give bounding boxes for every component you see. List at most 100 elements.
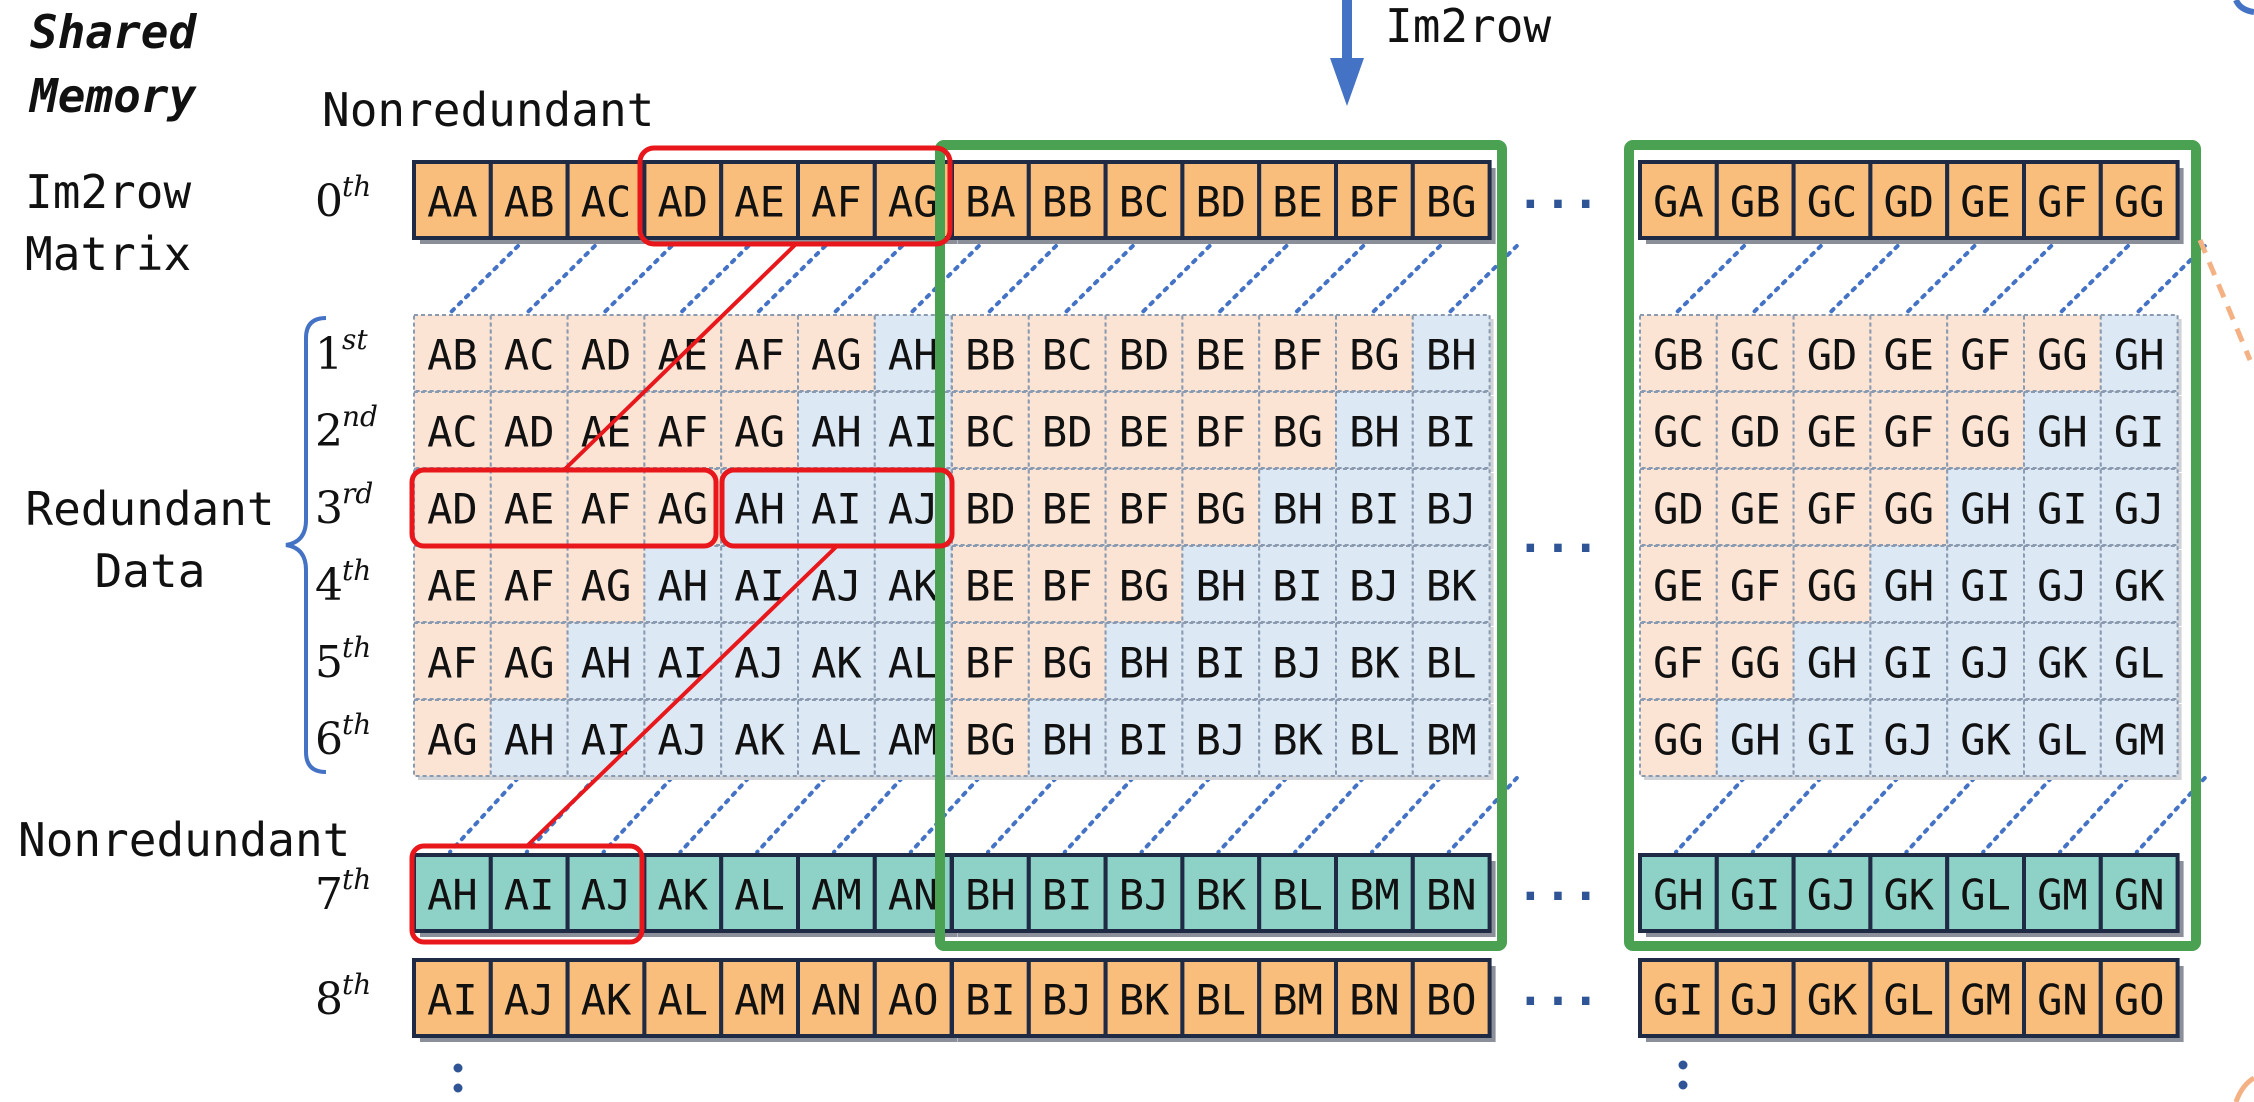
dotted-connector — [908, 244, 981, 315]
matrix-cell-label: AG — [734, 408, 785, 457]
blue-arc-top-right — [2233, 0, 2254, 15]
dotted-connector — [1981, 776, 2054, 854]
matrix-cell — [1027, 391, 1107, 469]
matrix-cell — [1638, 958, 1719, 1038]
matrix-cell — [720, 468, 800, 546]
matrix-cell-label: AJ — [581, 871, 632, 920]
row-ordinal: 3 — [315, 483, 343, 534]
matrix-cell-label: AC — [504, 331, 555, 380]
dotted-connector — [2134, 776, 2207, 854]
green-block-outline-g — [1624, 140, 2201, 951]
matrix-cell-label: BE — [1272, 178, 1323, 227]
matrix-cell-label: GF — [1960, 331, 2011, 380]
matrix-cell-label: GM — [2114, 716, 2165, 765]
matrix-cell-label: AF — [811, 178, 862, 227]
matrix-cell — [1335, 699, 1414, 777]
row-ordinal-suffix: th — [342, 968, 371, 1001]
dotted-connector — [755, 244, 828, 315]
dotted-connector — [1216, 776, 1289, 854]
ellipsis-row8: ... — [1516, 962, 1599, 1016]
nonredundant-top-label: Nonredundant — [322, 83, 654, 137]
dotted-connector — [1293, 244, 1366, 315]
im2row-arrow-head — [1330, 58, 1364, 106]
red-connector-row0-to-row3 — [562, 242, 798, 472]
matrix-cell-label: BH — [1349, 408, 1400, 457]
matrix-cell-label: AI — [427, 976, 478, 1025]
dashed-orange-arc — [2197, 239, 2253, 361]
matrix-cell-label: GK — [2114, 562, 2165, 611]
matrix-cell-label: AJ — [734, 639, 785, 688]
matrix-cell-label: AG — [888, 178, 939, 227]
matrix-cell — [1714, 958, 1796, 1038]
matrix-cell-label: GH — [1653, 871, 1704, 920]
matrix-cell-label: GD — [1884, 178, 1935, 227]
matrix-cell — [1103, 160, 1185, 240]
matrix-cell — [1411, 314, 1491, 392]
matrix-cell-label: BH — [1196, 562, 1247, 611]
dotted-connector — [678, 776, 751, 854]
matrix-cell-label: AD — [581, 331, 632, 380]
matrix-cell — [2098, 958, 2180, 1038]
matrix-cell — [1104, 622, 1184, 700]
matrix-cell-label: BI — [1119, 716, 1170, 765]
matrix-cell-label: GJ — [1807, 871, 1858, 920]
matrix-cell-label: AL — [811, 716, 862, 765]
matrix-cell — [642, 958, 724, 1038]
matrix-cell-label: BH — [1426, 331, 1477, 380]
matrix-cell-label: GL — [2037, 716, 2088, 765]
row-ordinal-suffix: th — [342, 708, 371, 741]
matrix-cell-label: AL — [658, 976, 709, 1025]
matrix-cell — [566, 314, 646, 392]
matrix-cell-label: AF — [427, 639, 478, 688]
matrix-cell-label: GB — [1730, 178, 1781, 227]
matrix-cell-label: GG — [2037, 331, 2088, 380]
matrix-cell — [1715, 699, 1795, 777]
dotted-connector — [678, 244, 751, 315]
dotted-connector — [1370, 244, 1442, 315]
matrix-cell-label: AF — [658, 408, 709, 457]
matrix-cell — [796, 160, 877, 240]
matrix-cell — [1715, 391, 1795, 469]
matrix-cell — [1639, 391, 1718, 469]
matrix-cell-label: BE — [1196, 331, 1247, 380]
matrix-cell-label: AB — [427, 331, 478, 380]
vertical-continuation-dots-left — [453, 1063, 463, 1093]
matrix-cell-label: GH — [2114, 331, 2165, 380]
row-ordinal: 1 — [315, 329, 343, 380]
matrix-cell-label: BJ — [1042, 976, 1093, 1025]
row-ordinal-suffix: st — [342, 323, 368, 356]
row-ordinal-suffix: th — [342, 170, 371, 203]
matrix-cell-label: GH — [1884, 562, 1935, 611]
matrix-cell-label: AH — [888, 331, 939, 380]
matrix-cell-label: BF — [1272, 331, 1323, 380]
matrix-cell — [2023, 468, 2102, 546]
matrix-cell — [1715, 545, 1795, 623]
matrix-cell — [1639, 314, 1718, 392]
matrix-cell-label: BJ — [1196, 716, 1247, 765]
matrix-cell-label: BN — [1349, 976, 1400, 1025]
matrix-cell-label: GI — [2037, 485, 2088, 534]
matrix-cell — [1639, 622, 1718, 700]
matrix-cell — [1792, 699, 1872, 777]
matrix-cell — [2023, 699, 2102, 777]
matrix-cell — [1026, 853, 1108, 933]
matrix-cell — [1410, 853, 1492, 933]
matrix-cell-label: GD — [1730, 408, 1781, 457]
im2row-arrow-label: Im2row — [1385, 0, 1551, 53]
row-ordinal-suffix: th — [342, 554, 371, 587]
matrix-cell — [1714, 853, 1796, 933]
matrix-cell-label: AH — [658, 562, 709, 611]
ellipsis-redundant: ... — [1516, 509, 1599, 563]
matrix-cell-label: BG — [1426, 178, 1477, 227]
matrix-cell-label: GK — [1807, 976, 1858, 1025]
matrix-cell — [1180, 958, 1262, 1038]
matrix-cell-label: GG — [1807, 562, 1858, 611]
matrix-cell-label: BM — [1272, 976, 1323, 1025]
matrix-cell — [2022, 853, 2103, 933]
matrix-cell — [1335, 545, 1414, 623]
cell-grid: AA AB AC AD AE AF AG BA BB BC BD BE BF BG GA GB GC GD GE GF… — [412, 160, 2184, 1042]
matrix-cell — [1026, 160, 1108, 240]
matrix-cell — [413, 699, 492, 777]
matrix-cell-label: AJ — [811, 562, 862, 611]
dotted-connector — [1981, 244, 2054, 315]
